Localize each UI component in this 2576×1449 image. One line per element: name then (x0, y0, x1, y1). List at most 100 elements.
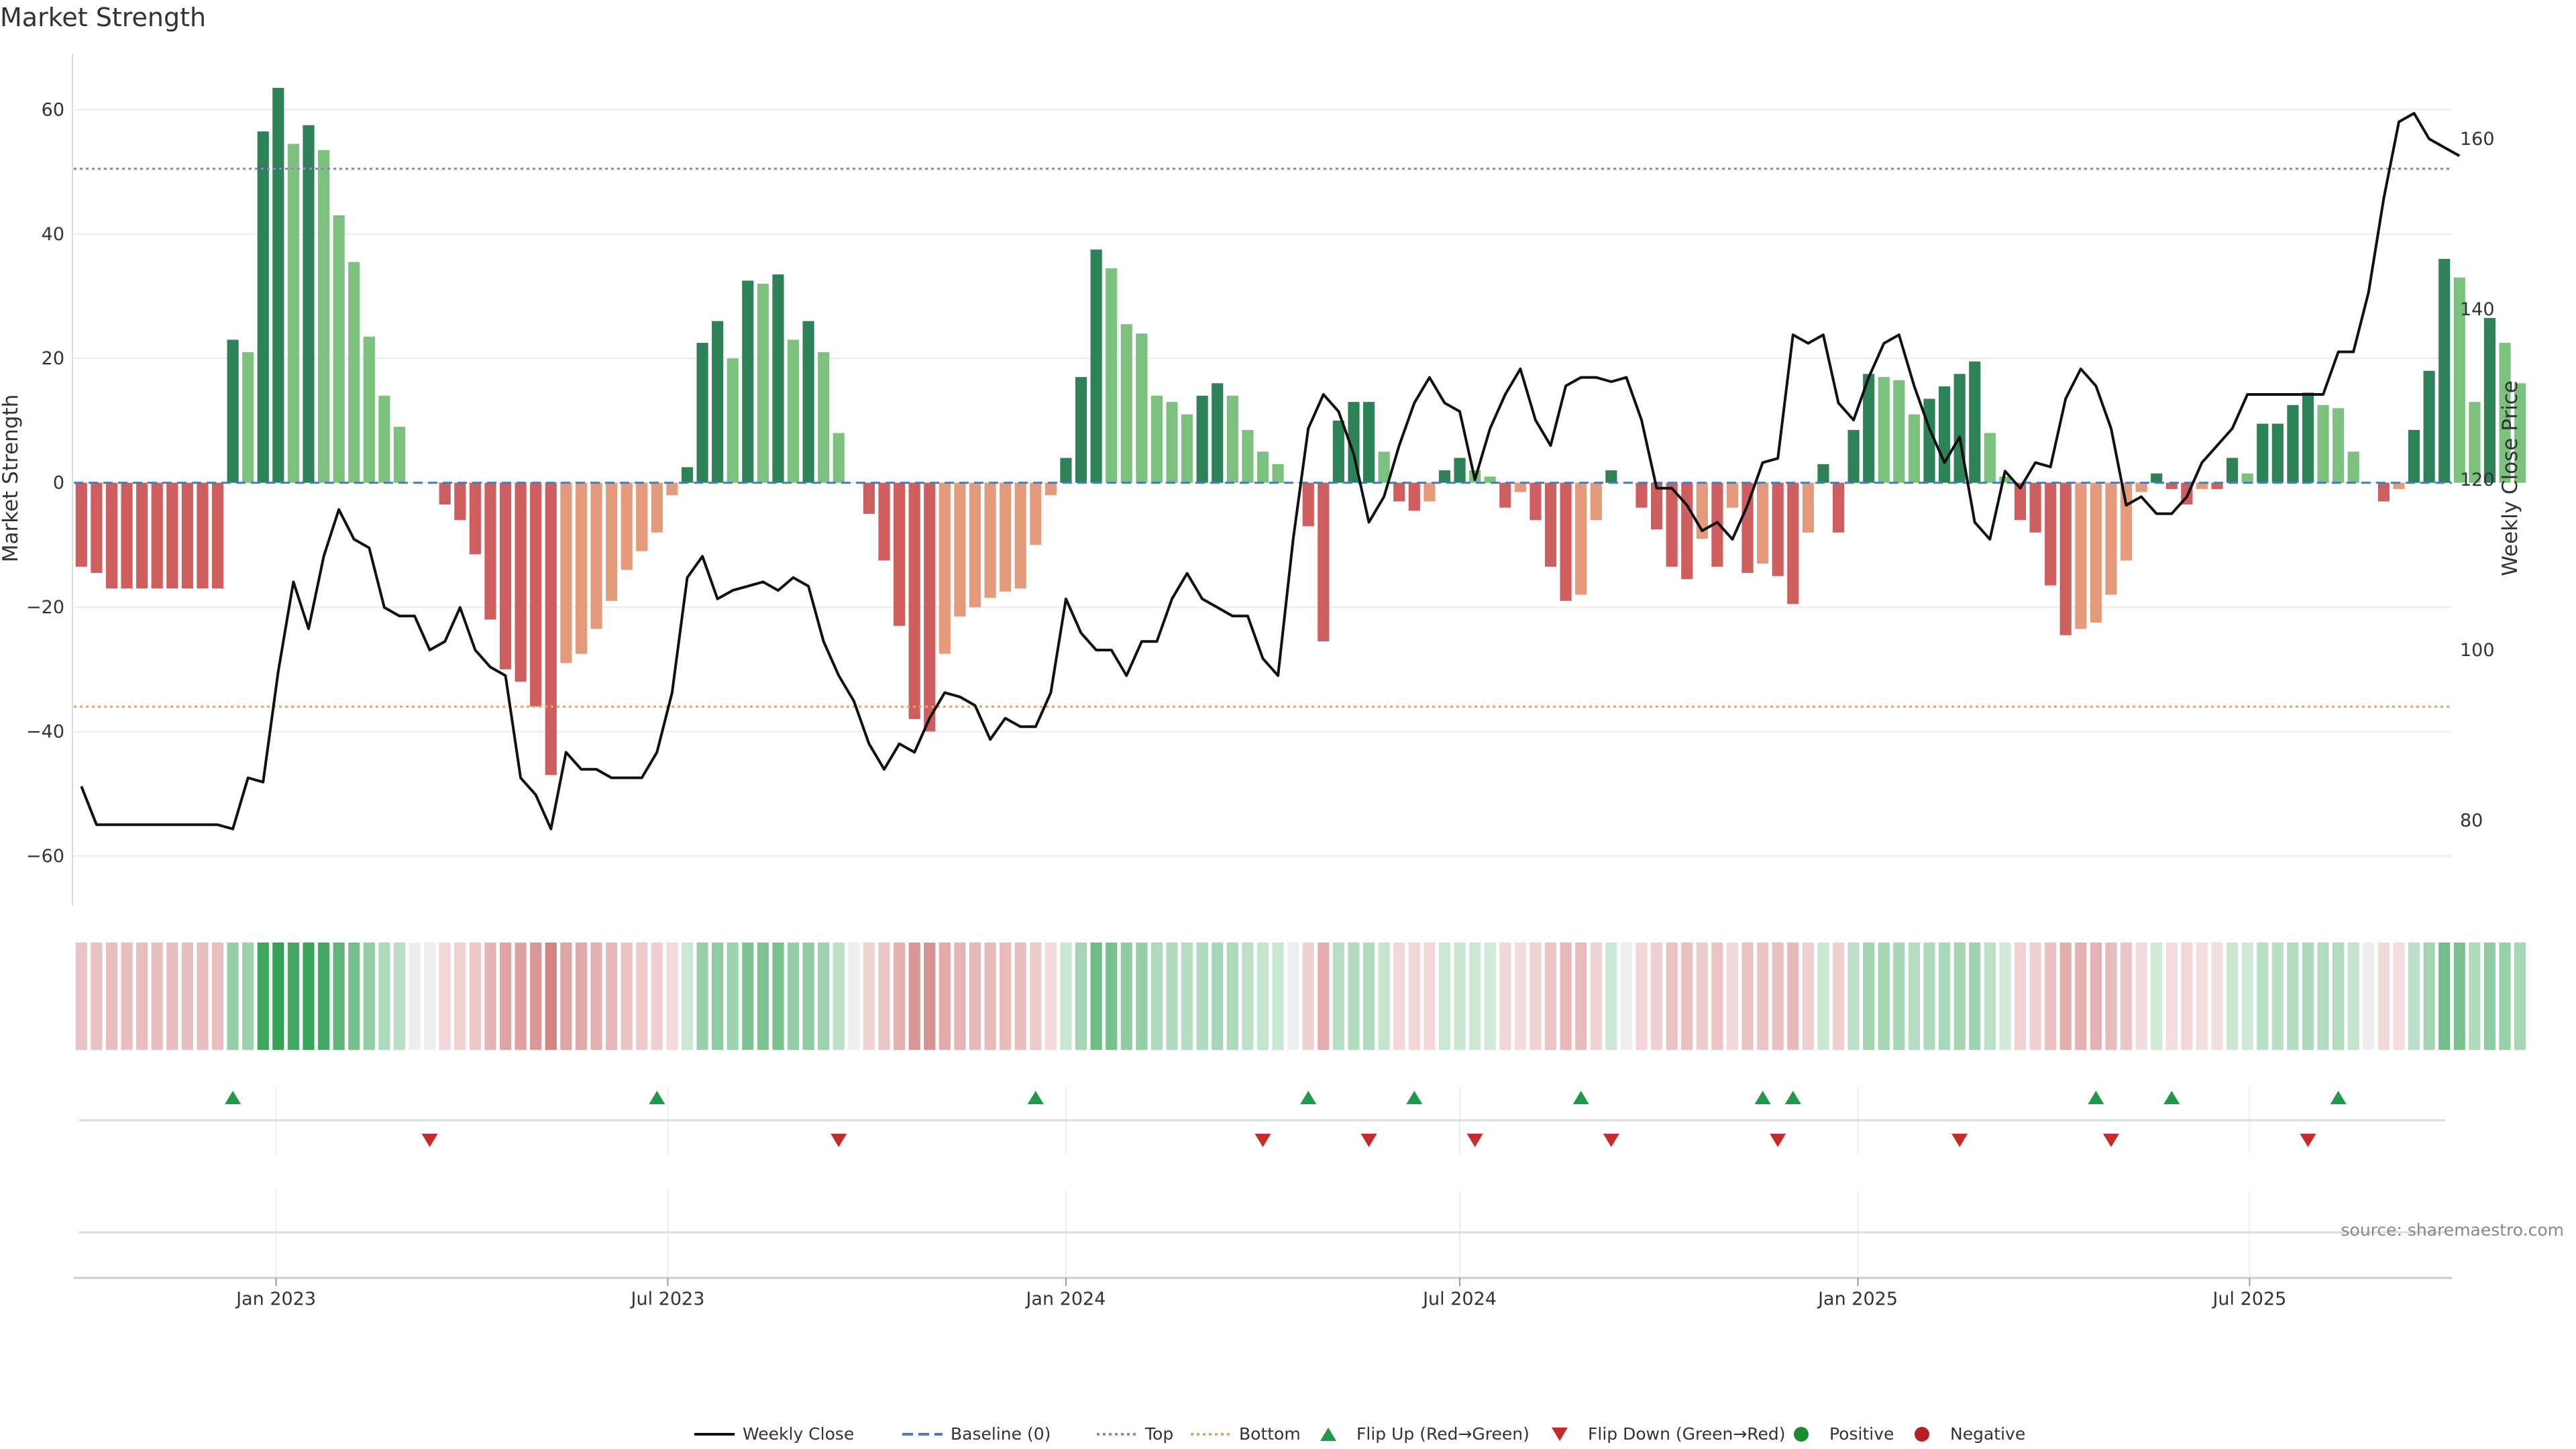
heat-cell (2090, 943, 2102, 1050)
strength-bar (1605, 470, 1617, 483)
flip-down-marker (1603, 1134, 1619, 1147)
strength-bar (121, 482, 133, 589)
heat-cell (1348, 943, 1360, 1050)
heat-cell (1741, 943, 1754, 1050)
strength-bar (787, 339, 800, 483)
heat-cell (303, 943, 315, 1050)
reference-lines (74, 167, 2452, 708)
strength-bar (863, 482, 875, 514)
heat-cell (712, 943, 724, 1050)
y-left-tick-label: 60 (42, 99, 64, 120)
strength-bar (1242, 429, 1254, 483)
heat-cell (1772, 943, 1784, 1050)
strength-bar (757, 283, 769, 483)
heat-cell (515, 943, 527, 1050)
strength-bar (2408, 429, 2420, 483)
strength-bar (1272, 464, 1284, 483)
heat-cell (2302, 943, 2314, 1050)
strength-bar (2090, 482, 2102, 623)
heat-cell (1939, 943, 1951, 1050)
strength-bar (1030, 482, 1042, 545)
heat-cell (91, 943, 103, 1050)
heat-cell (727, 943, 739, 1050)
strength-bar (2453, 277, 2465, 483)
strength-bar (1802, 482, 1814, 533)
heat-cell (757, 943, 769, 1050)
heat-cell (1332, 943, 1344, 1050)
strength-bar (454, 482, 466, 521)
strength-bar (2271, 423, 2284, 483)
strength-bar (1908, 414, 1921, 483)
y-axis-left-label: Market Strength (0, 394, 23, 563)
heat-cell (469, 943, 481, 1050)
heat-cell (1378, 943, 1390, 1050)
heat-cell (605, 943, 618, 1050)
strength-bar (2483, 317, 2496, 483)
strength-bar (2347, 451, 2359, 483)
legend-item-weekly-close: Weekly Close (694, 1424, 854, 1444)
heat-cell (969, 943, 981, 1050)
strength-bar (1332, 420, 1344, 483)
flip-down-marker (830, 1134, 847, 1147)
heat-cell (166, 943, 178, 1050)
strength-bar (2196, 482, 2208, 489)
heat-cell (1150, 943, 1163, 1050)
strength-bar (1302, 482, 1314, 527)
heat-cell (272, 943, 284, 1050)
heat-cell (1681, 943, 1693, 1050)
strength-bar (1969, 361, 1981, 483)
strength-bar (938, 482, 951, 654)
heat-cell (151, 943, 163, 1050)
heat-cell (787, 943, 800, 1050)
heat-cell (1044, 943, 1057, 1050)
heat-cell (2438, 943, 2451, 1050)
strength-bar (2165, 482, 2178, 489)
heat-cell (1272, 943, 1284, 1050)
strength-bar (1681, 482, 1693, 580)
heat-cell (1757, 943, 1769, 1050)
strength-bar (894, 482, 906, 626)
flip-up-marker (2330, 1091, 2347, 1104)
strength-bar (1635, 482, 1648, 508)
strength-bar (2423, 370, 2435, 483)
strength-bar (393, 427, 406, 483)
strength-bar (1893, 380, 1905, 483)
strength-bar (1120, 324, 1132, 483)
strength-bar (1044, 482, 1057, 496)
y-left-tick-label: 0 (53, 473, 64, 494)
heat-cell (1226, 943, 1238, 1050)
strength-bar (1514, 482, 1526, 492)
heat-cell (1544, 943, 1557, 1050)
strength-bar (1484, 476, 1496, 483)
heat-cell (1787, 943, 1799, 1050)
strength-bar (954, 482, 966, 616)
y-left-tick-label: 20 (42, 348, 64, 369)
heat-cell (1969, 943, 1981, 1050)
flip-up-marker (1406, 1091, 1423, 1104)
heat-cell (1650, 943, 1663, 1050)
strength-bar (575, 482, 587, 654)
heat-cell (1514, 943, 1526, 1050)
strength-bar (1939, 386, 1951, 483)
x-tick-label: Jul 2023 (630, 1289, 705, 1309)
strength-bar (1847, 429, 1860, 483)
heat-cell (2469, 943, 2481, 1050)
legend-label: Positive (1829, 1424, 1894, 1444)
strength-bar (2075, 482, 2087, 629)
strength-bar (727, 358, 739, 483)
flip-up-marker (1784, 1091, 1801, 1104)
strength-bar (530, 482, 542, 707)
strength-bar (303, 125, 315, 483)
legend-swatch (1320, 1428, 1336, 1441)
heat-cell (2483, 943, 2496, 1050)
heat-cell (2226, 943, 2239, 1050)
heat-cell (681, 943, 694, 1050)
y-right-tick-label: 100 (2460, 640, 2495, 661)
heat-cell (1212, 943, 1224, 1050)
strength-bar (908, 482, 920, 719)
heat-cell (818, 943, 830, 1050)
heat-cell (121, 943, 133, 1050)
legend: Weekly Close Baseline (0) Top Bottom Flip Up… (694, 1424, 2025, 1444)
axis-layer: 60 40 20 0 −20 −40 −60 160 140 120 100 80 (26, 54, 2495, 906)
strength-bar (136, 482, 148, 589)
